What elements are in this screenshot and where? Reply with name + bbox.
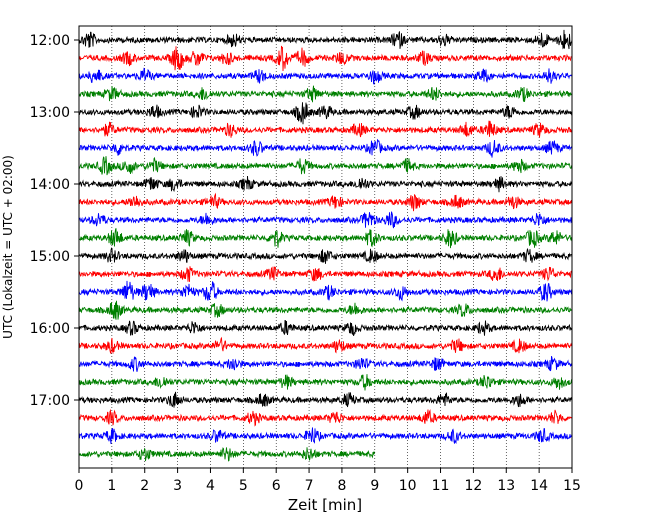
trace-row-1645 bbox=[78, 374, 573, 391]
trace-row-1600 bbox=[78, 319, 573, 337]
trace-row-1330 bbox=[78, 138, 573, 158]
x-tick-label: 10 bbox=[399, 478, 417, 494]
trace-row-1715 bbox=[78, 408, 573, 427]
trace-row-1630 bbox=[78, 356, 573, 372]
y-tick-label: 12:00 bbox=[30, 33, 70, 49]
x-axis-label: Zeit [min] bbox=[288, 496, 362, 514]
x-tick-label: 6 bbox=[272, 478, 281, 494]
x-tick-label: 1 bbox=[107, 478, 116, 494]
y-tick-label: 15:00 bbox=[30, 249, 70, 265]
y-tick-label: 17:00 bbox=[30, 393, 70, 409]
trace-row-1345 bbox=[78, 156, 573, 176]
trace-row-1700 bbox=[78, 391, 573, 408]
x-tick-label: 11 bbox=[432, 478, 450, 494]
x-tick-label: 0 bbox=[75, 478, 84, 494]
x-tick-label: 14 bbox=[530, 478, 548, 494]
trace-row-1245 bbox=[78, 85, 573, 103]
x-tick-label: 3 bbox=[173, 478, 182, 494]
trace-row-1315 bbox=[78, 120, 573, 138]
trace-row-1515 bbox=[78, 266, 573, 282]
trace-row-1230 bbox=[78, 67, 573, 85]
trace-row-1400 bbox=[78, 176, 573, 193]
x-tick-label: 7 bbox=[305, 478, 314, 494]
trace-row-1545 bbox=[78, 300, 573, 320]
x-tick-label: 12 bbox=[464, 478, 482, 494]
trace-row-1500 bbox=[78, 247, 573, 264]
x-tick-label: 9 bbox=[370, 478, 379, 494]
seismic-traces bbox=[78, 29, 573, 462]
trace-row-1730 bbox=[78, 427, 573, 445]
x-axis: 0 1 2 3 4 5 6 7 8 9 10 11 12 13 14 15 bbox=[75, 468, 581, 494]
y-axis: 12:00 13:00 14:00 15:00 16:00 17:00 bbox=[30, 33, 79, 409]
trace-row-1745 bbox=[78, 447, 375, 462]
y-axis-label: UTC (Lokalzeit = UTC + 02:00) bbox=[1, 155, 15, 339]
trace-row-1615 bbox=[78, 336, 573, 355]
y-tick-label: 13:00 bbox=[30, 105, 70, 121]
trace-row-1530 bbox=[78, 280, 573, 302]
trace-row-1415 bbox=[78, 192, 573, 212]
trace-row-1300 bbox=[78, 102, 573, 125]
trace-row-1200 bbox=[78, 29, 573, 50]
plot-frame bbox=[78, 25, 573, 469]
y-tick-label: 16:00 bbox=[30, 321, 70, 337]
x-tick-label: 5 bbox=[239, 478, 248, 494]
trace-row-1215 bbox=[78, 45, 573, 72]
y-tick-label: 14:00 bbox=[30, 177, 70, 193]
x-tick-label: 15 bbox=[563, 478, 581, 494]
trace-row-1445 bbox=[78, 228, 573, 249]
x-tick-label: 4 bbox=[206, 478, 215, 494]
x-tick-label: 2 bbox=[140, 478, 149, 494]
x-tick-label: 8 bbox=[337, 478, 346, 494]
trace-row-1430 bbox=[78, 211, 573, 229]
x-tick-label: 13 bbox=[497, 478, 515, 494]
